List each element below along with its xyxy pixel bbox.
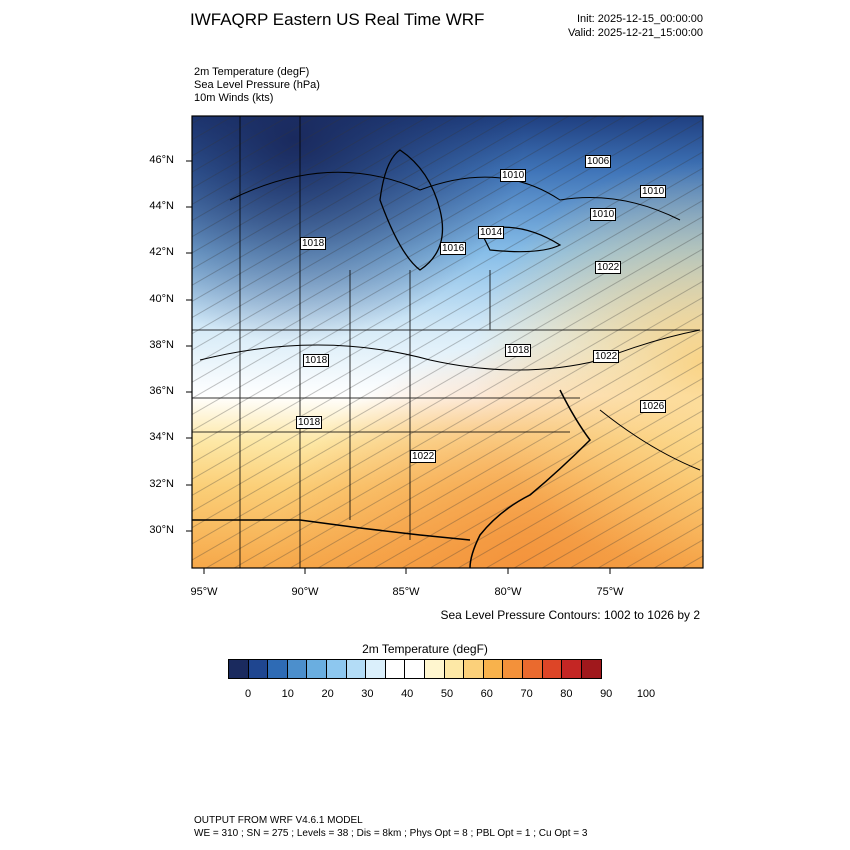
- atlantic-coastline: [469, 389, 591, 568]
- lat-tick: 46°N: [149, 154, 174, 166]
- colorbar-cell: [229, 660, 249, 678]
- colorbar-label: 10: [281, 688, 294, 700]
- footer-model: OUTPUT FROM WRF V4.6.1 MODEL: [194, 815, 363, 826]
- variable-label-winds: 10m Winds (kts): [194, 92, 274, 104]
- colorbar-cell: [307, 660, 327, 678]
- colorbar-label: 20: [321, 688, 334, 700]
- colorbar-label: 0: [244, 688, 252, 700]
- lat-tick: 30°N: [149, 524, 174, 536]
- lat-tick: 38°N: [149, 339, 174, 351]
- valid-time: Valid: 2025-12-21_15:00:00: [568, 27, 703, 39]
- lon-tick: 95°W: [190, 586, 218, 598]
- slp-contour-note: Sea Level Pressure Contours: 1002 to 102…: [440, 608, 701, 622]
- lat-tick: 32°N: [149, 478, 174, 490]
- isobar-central: [199, 329, 701, 371]
- contour-label: 1018: [296, 416, 323, 429]
- colorbar-cell: [248, 660, 269, 678]
- contour-label: 1010: [590, 208, 617, 221]
- colorbar-cell: [562, 660, 582, 678]
- contour-label: 1022: [595, 261, 622, 274]
- lat-tick: 44°N: [149, 200, 174, 212]
- colorbar-cell: [542, 660, 563, 678]
- lat-tick: 34°N: [149, 431, 174, 443]
- colorbar-label: 40: [401, 688, 414, 700]
- colorbar-label: 70: [520, 688, 533, 700]
- variable-label-temperature: 2m Temperature (degF): [194, 66, 310, 78]
- colorbar-cell: [424, 660, 445, 678]
- lon-tick: 75°W: [596, 586, 624, 598]
- variable-label-pressure: Sea Level Pressure (hPa): [194, 79, 320, 91]
- colorbar-label: 100: [636, 688, 656, 700]
- contour-label: 1018: [303, 354, 330, 367]
- contour-label: 1010: [640, 185, 667, 198]
- isobar-atlantic: [599, 409, 701, 471]
- contour-label: 1006: [585, 155, 612, 168]
- contour-label: 1016: [440, 242, 467, 255]
- state-boundaries: [192, 116, 700, 568]
- colorbar-cell: [464, 660, 484, 678]
- footer-config: WE = 310 ; SN = 275 ; Levels = 38 ; Dis …: [194, 828, 588, 839]
- colorbar-cell: [287, 660, 308, 678]
- colorbar-cell: [405, 660, 425, 678]
- colorbar-cell: [268, 660, 288, 678]
- wind-barbs: [192, 116, 703, 568]
- lon-tick: 90°W: [291, 586, 319, 598]
- colorbar-label: 80: [560, 688, 573, 700]
- colorbar-label: 30: [361, 688, 374, 700]
- colorbar-cell: [366, 660, 386, 678]
- isobar-north: [229, 171, 681, 221]
- lon-tick: 85°W: [392, 586, 420, 598]
- colorbar-cell: [385, 660, 406, 678]
- colorbar-cell: [503, 660, 523, 678]
- contour-label: 1018: [300, 237, 327, 250]
- colorbar-title: 2m Temperature (degF): [362, 642, 488, 656]
- gulf-coastline: [192, 519, 471, 541]
- contour-label: 1018: [505, 344, 532, 357]
- colorbar-cell: [581, 660, 602, 678]
- colorbar-label: 90: [600, 688, 613, 700]
- lake-michigan-region: [379, 149, 444, 271]
- colorbar-cell: [444, 660, 465, 678]
- colorbar-label: 50: [440, 688, 454, 700]
- lon-tick: 80°W: [494, 586, 522, 598]
- contour-label: 1010: [500, 169, 527, 182]
- colorbar-cell: [326, 660, 347, 678]
- page-title: IWFAQRP Eastern US Real Time WRF: [190, 10, 485, 29]
- lat-tick: 36°N: [149, 385, 174, 397]
- colorbar-cell: [346, 660, 367, 678]
- colorbar-cell: [522, 660, 543, 678]
- colorbar-label: 60: [480, 688, 493, 700]
- contour-label: 1022: [593, 350, 620, 363]
- colorbar: [228, 659, 603, 679]
- lat-tick: 42°N: [149, 246, 174, 258]
- contour-label: 1022: [410, 450, 437, 463]
- contour-label: 1026: [640, 400, 667, 413]
- contour-label: 1014: [478, 226, 505, 239]
- init-time: Init: 2025-12-15_00:00:00: [577, 13, 703, 25]
- lat-tick: 40°N: [149, 293, 174, 305]
- map-frame: [191, 115, 704, 569]
- colorbar-cell: [483, 660, 504, 678]
